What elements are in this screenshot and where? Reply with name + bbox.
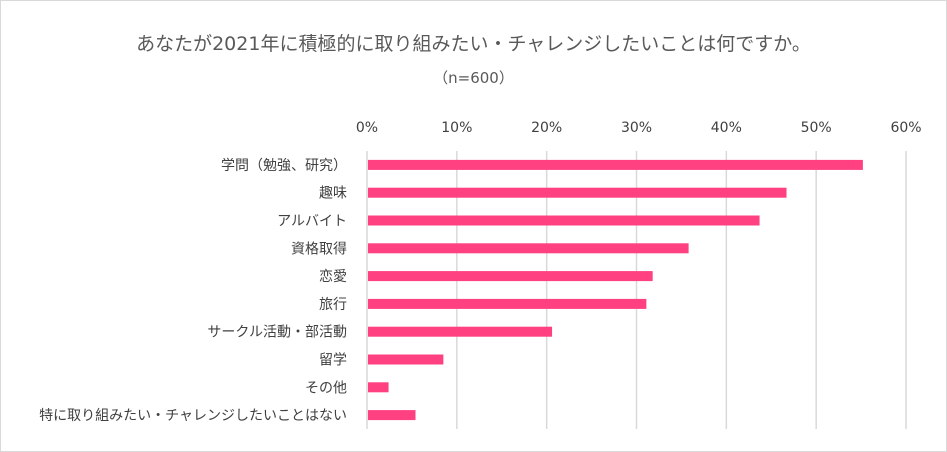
bar <box>368 243 689 254</box>
chart-title: あなたが2021年に積極的に取り組みたい・チャレンジしたいことは何ですか。 <box>136 33 811 55</box>
bar <box>368 298 647 309</box>
bar <box>368 215 760 226</box>
x-tick-label: 60% <box>890 120 921 136</box>
bar <box>368 187 787 198</box>
bar <box>368 271 653 282</box>
chart-subtitle: （n=600） <box>433 69 514 87</box>
category-label: アルバイト <box>277 214 347 230</box>
category-label: 資格取得 <box>291 240 347 257</box>
bar <box>368 354 444 365</box>
bar <box>368 410 416 421</box>
category-label: 恋愛 <box>319 268 347 285</box>
x-tick-label: 10% <box>441 120 472 136</box>
category-label: 旅行 <box>319 297 347 313</box>
category-label: 留学 <box>319 353 347 369</box>
category-label: サークル活動・部活動 <box>207 325 347 341</box>
category-label: 学問（勉強、研究） <box>221 158 347 174</box>
x-tick-label: 20% <box>531 120 562 136</box>
category-label: 趣味 <box>319 186 347 202</box>
x-tick-label: 0% <box>356 120 378 136</box>
x-tick-label: 50% <box>801 120 832 136</box>
x-tick-label: 40% <box>711 120 742 136</box>
bar <box>368 159 863 170</box>
category-label: その他 <box>305 380 347 396</box>
x-tick-label: 30% <box>621 120 652 136</box>
category-label: 特に取り組みたい・チャレンジしたいことはない <box>39 408 347 424</box>
bar <box>368 326 553 337</box>
bar <box>368 382 389 393</box>
